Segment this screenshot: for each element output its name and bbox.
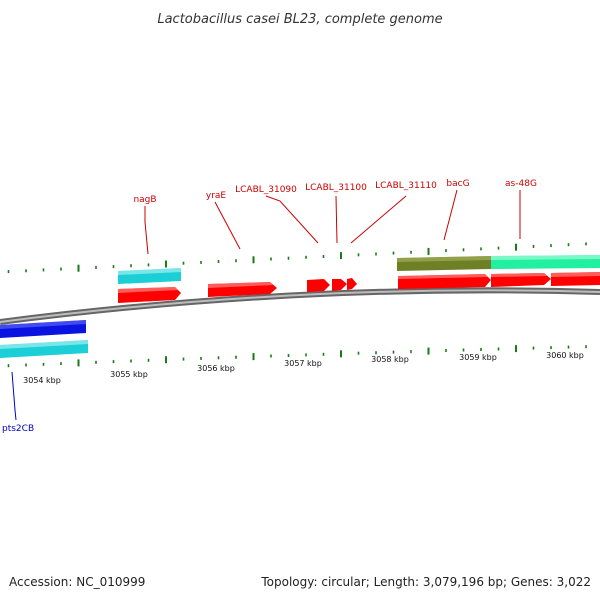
gene-shine	[397, 256, 491, 262]
label-leaders	[11, 189, 521, 421]
gene-pts2CB-cds[interactable]	[0, 340, 88, 358]
gene-label-nagB[interactable]: nagB	[133, 195, 156, 205]
gene-LCABL_31100[interactable]	[332, 279, 347, 291]
gene-nagB-cds[interactable]	[118, 268, 181, 284]
scale-label: 3059 kbp	[459, 353, 497, 362]
gene-shine	[118, 287, 178, 293]
gene-bacG-red[interactable]	[398, 274, 491, 289]
gene-shine	[398, 274, 488, 279]
gene-shine	[491, 273, 547, 277]
scale-label: 3055 kbp	[110, 370, 148, 379]
gene-arrow[interactable]	[332, 279, 347, 291]
scale-label: 3054 kbp	[23, 376, 61, 385]
scale-label: 3057 kbp	[284, 359, 322, 368]
gene-shine	[118, 268, 181, 275]
genome-backbone-highlight	[0, 289, 600, 323]
accession-text: Accession: NC_010999	[9, 575, 145, 589]
gene-label-LCABL_31110[interactable]: LCABL_31110	[375, 181, 437, 191]
gene-pts2CB[interactable]	[0, 320, 86, 338]
gene-LCABL_31110[interactable]	[347, 278, 357, 290]
leader-LCABL_31090	[265, 195, 319, 244]
gene-next-red[interactable]	[551, 272, 600, 286]
gene-label-LCABL_31100[interactable]: LCABL_31100	[305, 183, 367, 193]
gene-as-48G-red[interactable]	[491, 273, 551, 287]
outer-tick-marks	[7, 242, 587, 274]
gene-label-yraE[interactable]: yraE	[206, 191, 227, 201]
scale-label: 3060 kbp	[546, 351, 584, 360]
summary-text: Topology: circular; Length: 3,079,196 bp…	[260, 575, 591, 589]
gene-LCABL_31090[interactable]	[307, 279, 330, 292]
gene-shine	[208, 282, 273, 288]
gene-label-pts2CB[interactable]: pts2CB	[2, 424, 34, 434]
gene-labels: nagB yraE LCABL_31090 LCABL_31100 LCABL_…	[2, 179, 537, 434]
gene-shine	[551, 272, 600, 277]
gene-arrow[interactable]	[307, 279, 330, 292]
leader-yraE	[214, 201, 241, 250]
leader-bacG	[443, 189, 458, 241]
leader-LCABL_31110	[350, 195, 407, 244]
gene-label-LCABL_31090[interactable]: LCABL_31090	[235, 185, 297, 195]
gene-yraE[interactable]	[208, 282, 277, 297]
gene-shine	[491, 255, 600, 260]
scale-label: 3056 kbp	[197, 364, 235, 373]
gene-as-48G-cds[interactable]	[491, 255, 600, 269]
gene-label-bacG[interactable]: bacG	[446, 179, 469, 189]
leader-LCABL_31100	[335, 195, 338, 244]
gene-shine	[0, 340, 88, 349]
inner-tick-marks	[7, 345, 587, 368]
leader-pts2CB	[11, 371, 17, 421]
scale-labels: 3054 kbp 3055 kbp 3056 kbp 3057 kbp 3058…	[23, 351, 584, 385]
leader-nagB	[144, 206, 149, 255]
gene-bacG-cds[interactable]	[397, 256, 491, 271]
gene-shine	[0, 320, 86, 329]
gene-arrow[interactable]	[347, 278, 357, 290]
gene-nagB[interactable]	[118, 287, 181, 303]
map-title: Lactobacillus casei BL23, complete genom…	[157, 12, 442, 27]
gene-label-as-48G[interactable]: as-48G	[505, 179, 537, 189]
scale-label: 3058 kbp	[371, 355, 409, 364]
